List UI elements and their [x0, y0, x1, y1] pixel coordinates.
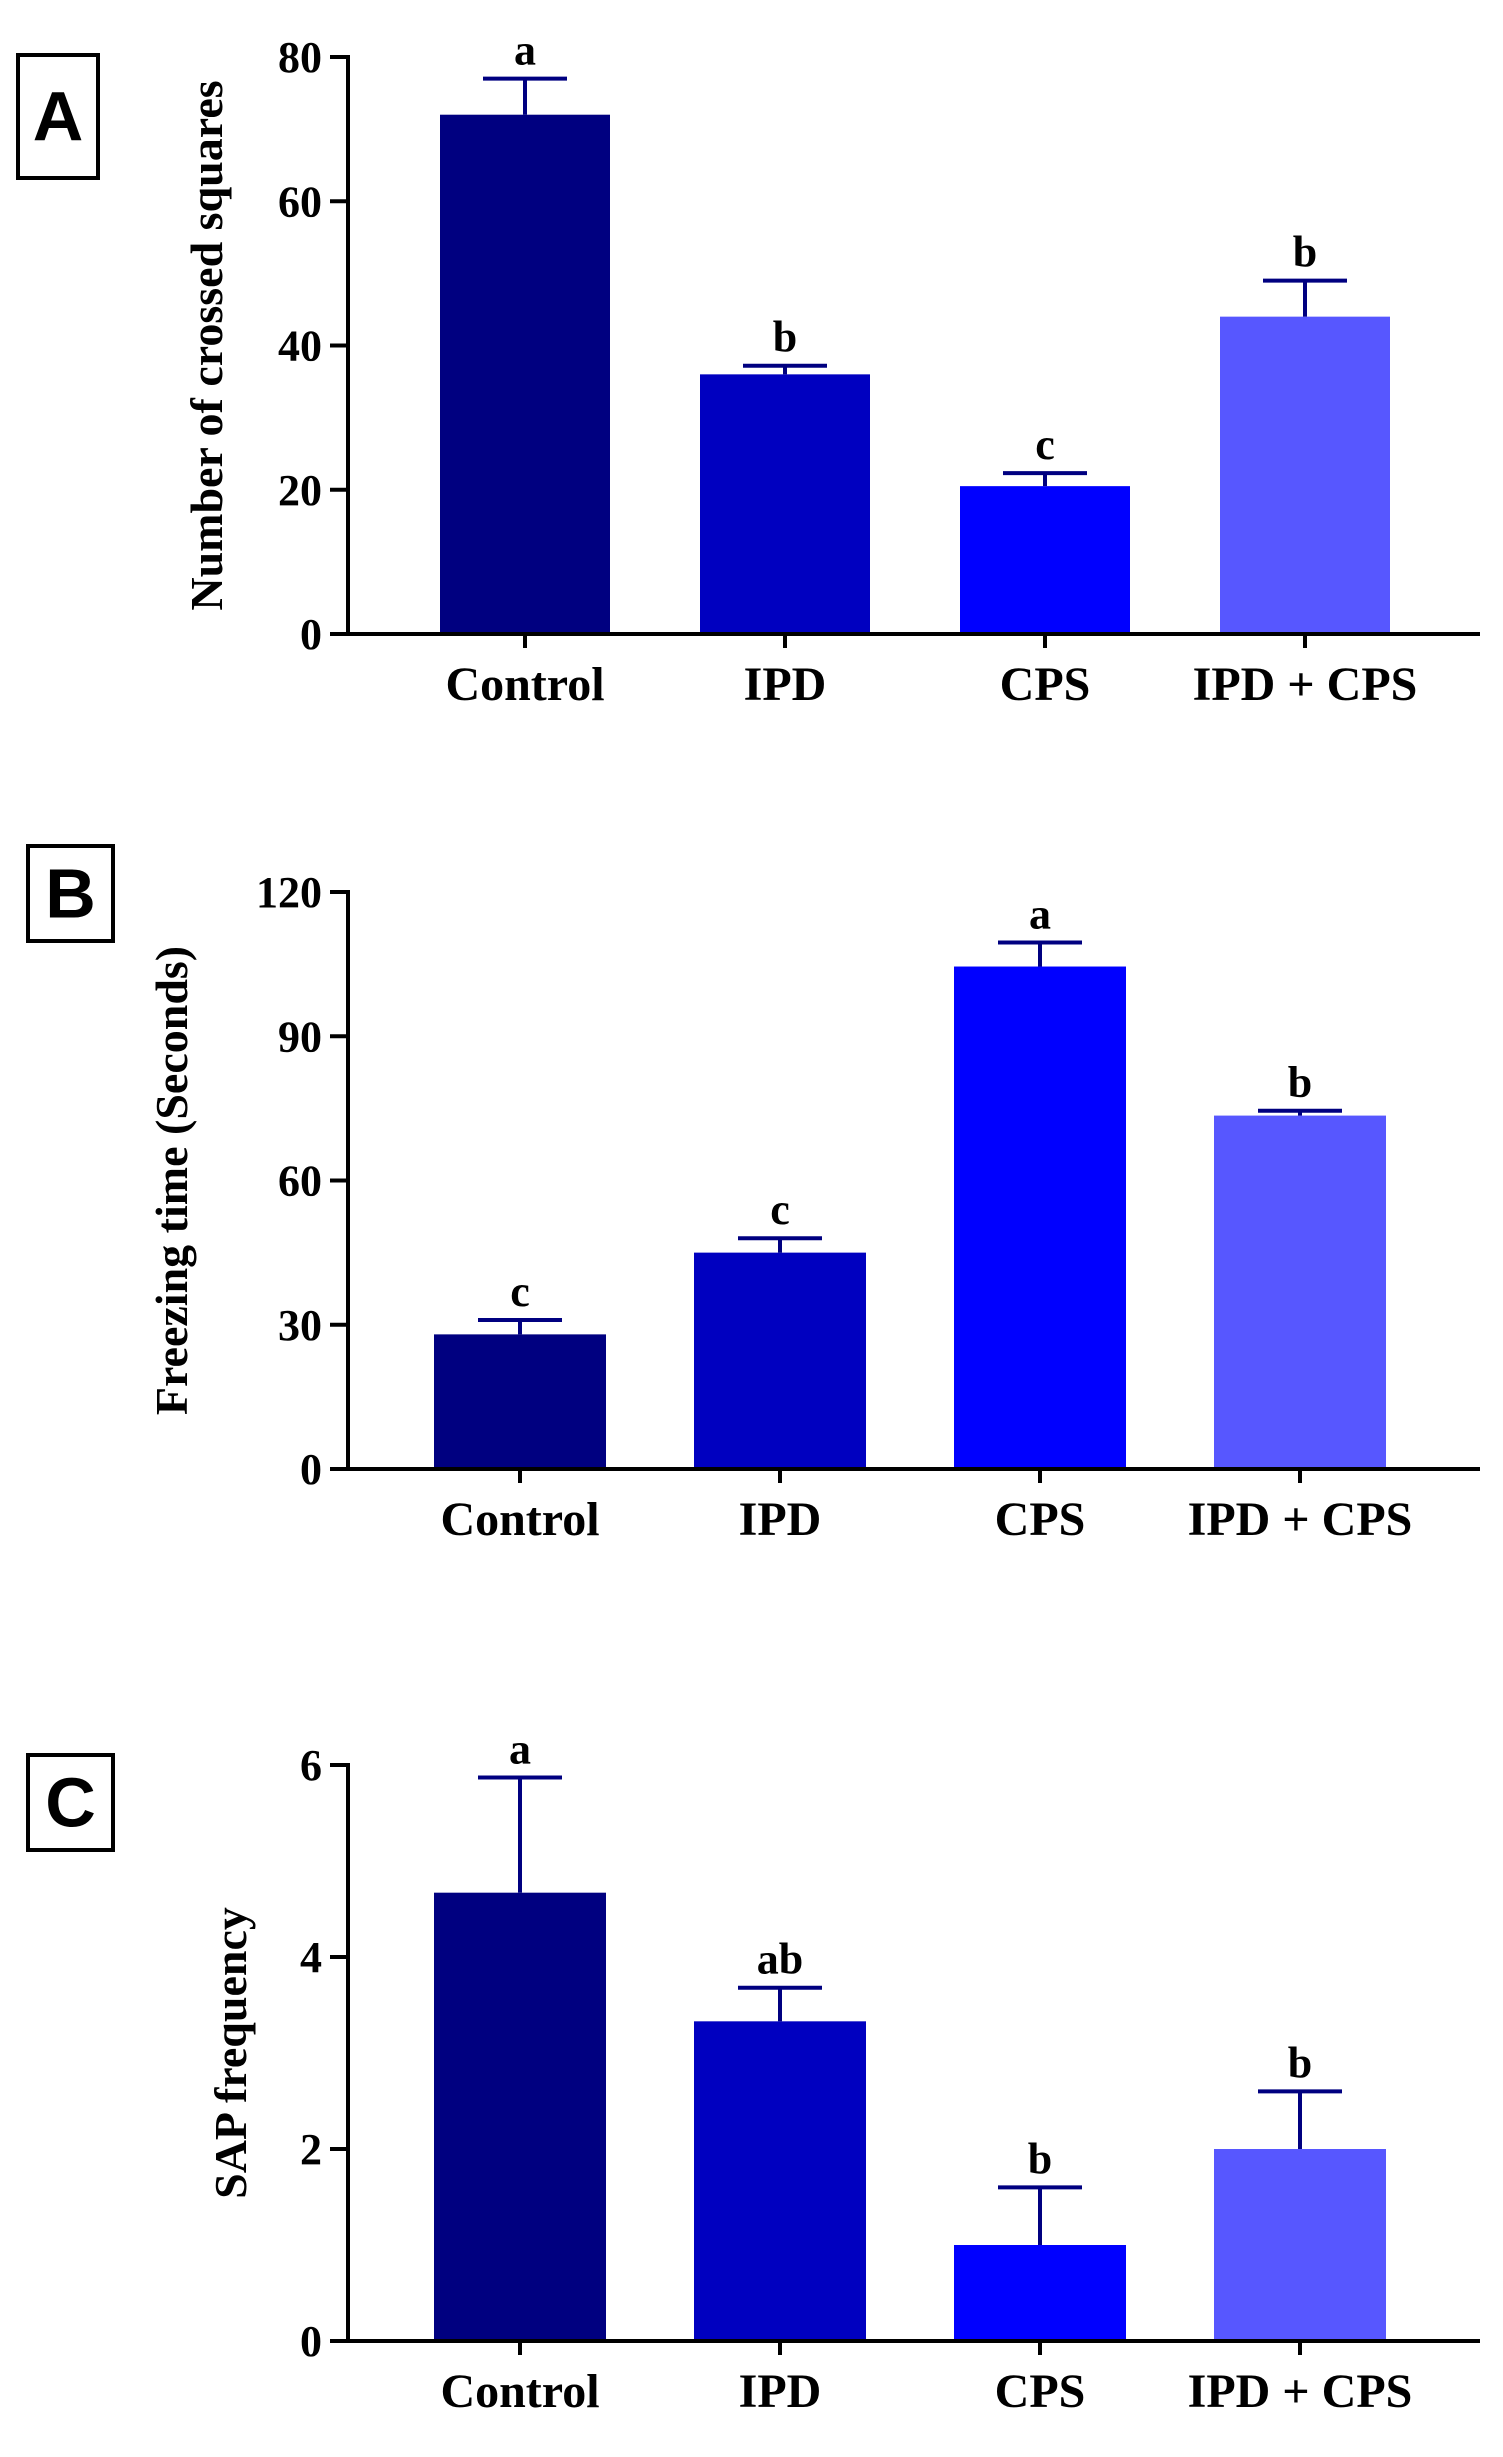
significance-letter: b [1288, 1058, 1312, 1107]
x-tick-label: CPS [1000, 658, 1091, 711]
significance-letter: ab [757, 1935, 803, 1984]
significance-letter: a [1029, 889, 1051, 938]
y-tick-label: 2 [300, 2125, 322, 2174]
bar [954, 966, 1126, 1469]
y-tick-label: 60 [278, 177, 322, 226]
significance-letter: b [773, 313, 797, 362]
x-tick-label: CPS [995, 1493, 1086, 1546]
bar [434, 1892, 606, 2341]
chart-panel-a: Aa Control b IPD c CPS b IPD + CPS 0 20 40 60 80 Numb… [16, 26, 1480, 711]
x-tick-label: IPD [739, 1493, 822, 1546]
y-tick-label: 30 [278, 1301, 322, 1350]
bar [694, 1252, 866, 1469]
y-tick-label: 0 [300, 610, 322, 659]
significance-letter: b [1028, 2134, 1052, 2183]
y-tick-label: 40 [278, 322, 322, 371]
y-tick-label: 90 [278, 1012, 322, 1061]
bar [1214, 2149, 1386, 2341]
bar [1214, 1115, 1386, 1469]
y-axis-label: Freezing time (Seconds) [146, 946, 197, 1415]
significance-letter: b [1293, 228, 1317, 277]
panel-label: A [33, 78, 84, 156]
significance-letter: a [514, 26, 536, 75]
panel-label-box [26, 844, 115, 943]
chart-panel-b: Bc Control c IPD a CPS b IPD + CPS 0 30 60 90 120 Fre… [26, 844, 1480, 1546]
panel-label-box [16, 53, 100, 180]
bar [694, 2021, 866, 2341]
bar [440, 114, 610, 634]
bar [954, 2245, 1126, 2341]
panel-label: C [45, 1764, 96, 1842]
bar [434, 1334, 606, 1469]
x-tick-label: IPD + CPS [1188, 1493, 1413, 1546]
y-axis-label: Number of crossed squares [181, 80, 232, 610]
y-tick-label: 0 [300, 2317, 322, 2366]
y-tick-label: 20 [278, 466, 322, 515]
x-tick-label: IPD + CPS [1188, 2365, 1413, 2418]
panel-label: B [45, 855, 96, 933]
y-tick-label: 4 [300, 1933, 322, 1982]
y-tick-label: 120 [256, 868, 322, 917]
significance-letter: c [1035, 420, 1055, 469]
chart-panel-c: Ca Control ab IPD b CPS b IPD + CPS 0 2 4 6 SAP freq… [26, 1724, 1480, 2418]
significance-letter: c [770, 1185, 790, 1234]
x-tick-label: IPD [744, 658, 827, 711]
x-tick-label: Control [440, 1493, 599, 1546]
significance-letter: c [510, 1267, 530, 1316]
panel-label-box [26, 1753, 115, 1852]
x-tick-label: Control [445, 658, 604, 711]
bar [1220, 316, 1390, 634]
x-tick-label: IPD + CPS [1193, 658, 1418, 711]
x-tick-label: CPS [995, 2365, 1086, 2418]
bar [700, 374, 870, 634]
y-tick-label: 80 [278, 33, 322, 82]
bar [960, 486, 1130, 634]
x-tick-label: Control [440, 2365, 599, 2418]
x-tick-label: IPD [739, 2365, 822, 2418]
significance-letter: b [1288, 2038, 1312, 2087]
significance-letter: a [509, 1724, 531, 1773]
y-tick-label: 60 [278, 1157, 322, 1206]
y-tick-label: 0 [300, 1445, 322, 1494]
y-axis-label: SAP frequency [205, 1907, 256, 2199]
y-tick-label: 6 [300, 1741, 322, 1790]
